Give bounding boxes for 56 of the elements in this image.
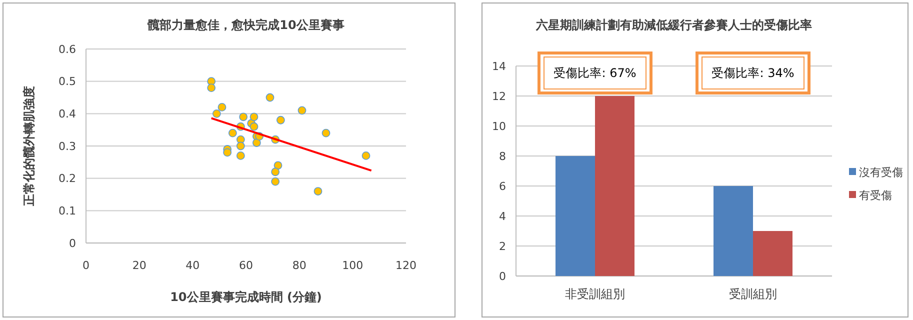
legend-label: 沒有受傷 [859,166,903,179]
x-tick-label: 受訓組別 [729,287,777,301]
x-tick-label: 60 [239,259,253,272]
x-tick-label: 100 [342,259,364,272]
x-tick-label: 非受訓組別 [565,287,625,301]
y-tick-label: 0.2 [58,172,76,186]
point [274,161,282,170]
y-tick-label: 10 [492,120,506,133]
y-tick-label: 14 [492,60,506,73]
point [322,128,330,138]
legend-label: 有受傷 [859,188,892,202]
y-tick-label: 0 [69,236,76,250]
point [252,138,261,147]
point [218,103,226,112]
y-tick-label: 0.6 [58,42,76,56]
point [207,84,216,92]
x-axis-title: 10公里賽事完成時間 (分鐘) [170,290,322,304]
y-tick-label: 12 [492,90,506,103]
x-tick-label: 40 [186,259,200,272]
y-tick-label: 0.1 [58,204,76,218]
point [314,187,322,196]
y-tick-label: 8 [499,150,506,163]
y-tick-label: 0 [499,270,506,283]
point [250,112,258,122]
point [236,142,245,150]
point [276,116,285,124]
x-tick-label: 120 [396,259,416,272]
x-tick-label: 80 [292,259,306,272]
point [298,106,306,115]
point [239,112,248,122]
point [266,93,274,102]
point [228,128,237,138]
point [223,148,232,157]
chart-title: 髖部力量愈佳，愈快完成10公里賽事 [146,18,344,32]
bar [556,156,595,276]
bar [595,96,634,276]
point [236,152,245,160]
y-tick-label: 6 [499,180,506,193]
annotation: 受傷比率: 67% [554,66,636,80]
y-tick-label: 0.3 [58,140,76,153]
point [212,109,221,118]
point [271,177,280,186]
point [250,122,258,131]
y-tick-label: 4 [499,210,506,223]
y-tick-label: 2 [499,240,506,253]
y-axis-title: 正常化的髖外轉肌強度 [22,86,36,207]
x-tick-label: 0 [82,259,90,272]
x-tick-label: 20 [132,259,146,272]
bar [753,231,792,276]
annotation: 受傷比率: 34% [712,66,794,80]
y-tick-label: 0.4 [58,108,76,121]
chart-title: 六星期訓練計劃有助減低緩行者參賽人士的受傷比率 [535,18,812,32]
point [271,168,280,176]
y-tick-label: 0.5 [58,75,76,88]
point [362,152,370,160]
bar [714,186,753,276]
